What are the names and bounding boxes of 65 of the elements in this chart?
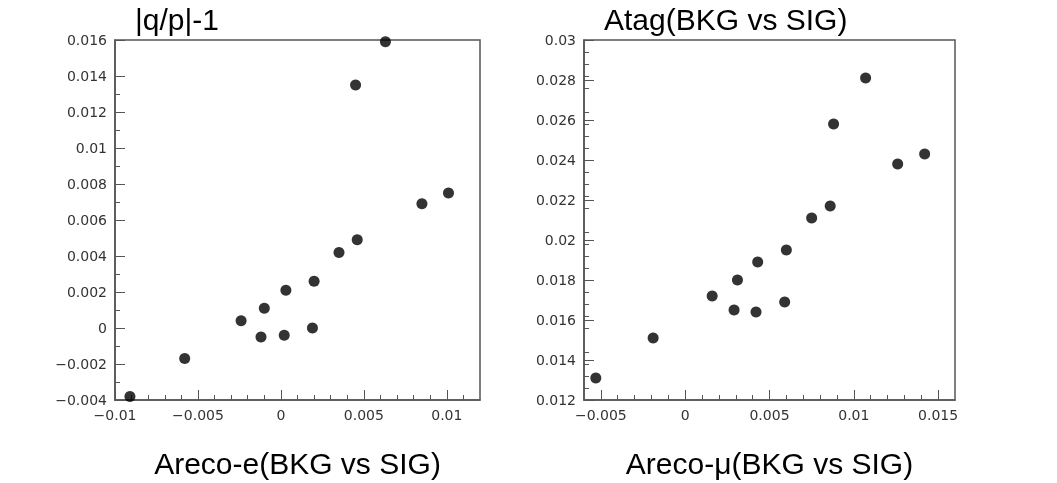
point xyxy=(255,331,267,343)
y-tick-label: −0.004 xyxy=(55,392,108,408)
y-tick-label: 0.012 xyxy=(535,392,576,408)
x-tick-label: 0.005 xyxy=(343,407,384,423)
point xyxy=(647,332,659,344)
point xyxy=(731,274,743,286)
point xyxy=(280,284,292,296)
point xyxy=(442,187,454,199)
point xyxy=(824,200,836,212)
y-tick-label: 0 xyxy=(98,320,107,336)
point xyxy=(416,198,428,210)
x-tick-label: 0.01 xyxy=(431,407,463,423)
point xyxy=(750,306,762,318)
point xyxy=(892,158,904,170)
y-tick-label: 0.014 xyxy=(535,352,577,368)
point xyxy=(235,315,247,327)
point xyxy=(350,79,362,91)
point xyxy=(779,296,791,308)
y-tick-label: 0.01 xyxy=(75,140,107,156)
y-tick-label: 0.008 xyxy=(66,176,107,192)
x-tick-label: 0.01 xyxy=(838,407,870,423)
y-tick-label: 0.02 xyxy=(544,232,576,248)
x-tick-label: 0 xyxy=(276,407,286,423)
point xyxy=(828,118,840,130)
point xyxy=(860,72,872,84)
point xyxy=(308,275,320,287)
y-tick-label: 0.026 xyxy=(535,112,577,128)
x-axis-title: Areco-e(BKG vs SIG) xyxy=(154,446,441,480)
point xyxy=(351,234,363,246)
y-tick-label: 0.028 xyxy=(535,72,576,88)
x-axis-title: Areco-μ(BKG vs SIG) xyxy=(625,446,914,480)
point xyxy=(728,304,740,316)
y-tick-label: 0.006 xyxy=(66,212,108,228)
y-tick-label: 0.012 xyxy=(66,104,107,120)
point xyxy=(278,329,290,341)
y-tick-label: 0.018 xyxy=(535,272,576,288)
y-tick-label: 0.016 xyxy=(66,32,108,48)
x-tick-label: 0 xyxy=(680,407,690,423)
y-tick-label: 0.022 xyxy=(535,192,576,208)
point xyxy=(919,148,931,160)
y-axis-title: Atag(BKG vs SIG) xyxy=(604,2,848,36)
point xyxy=(306,322,318,334)
point xyxy=(780,244,792,256)
point xyxy=(752,256,764,268)
y-tick-label: 0.002 xyxy=(66,284,107,300)
y-axis-title: |q/p|-1 xyxy=(135,2,219,36)
point xyxy=(379,36,391,48)
point xyxy=(124,390,136,402)
y-tick-label: 0.03 xyxy=(544,32,576,48)
x-tick-label: −0.01 xyxy=(93,407,137,423)
x-tick-label: 0.015 xyxy=(918,407,959,423)
y-tick-label: 0.004 xyxy=(66,248,108,264)
point xyxy=(258,302,270,314)
x-tick-label: −0.005 xyxy=(172,407,224,423)
point xyxy=(179,353,191,365)
y-tick-label: 0.014 xyxy=(66,68,108,84)
point xyxy=(333,246,345,258)
y-tick-label: 0.024 xyxy=(535,152,577,168)
point xyxy=(806,212,818,224)
x-tick-label: 0.005 xyxy=(749,407,790,423)
y-tick-label: −0.002 xyxy=(55,356,107,372)
x-tick-label: −0.005 xyxy=(574,407,627,423)
y-tick-label: 0.016 xyxy=(535,312,577,328)
point xyxy=(706,290,718,302)
point xyxy=(590,372,602,384)
